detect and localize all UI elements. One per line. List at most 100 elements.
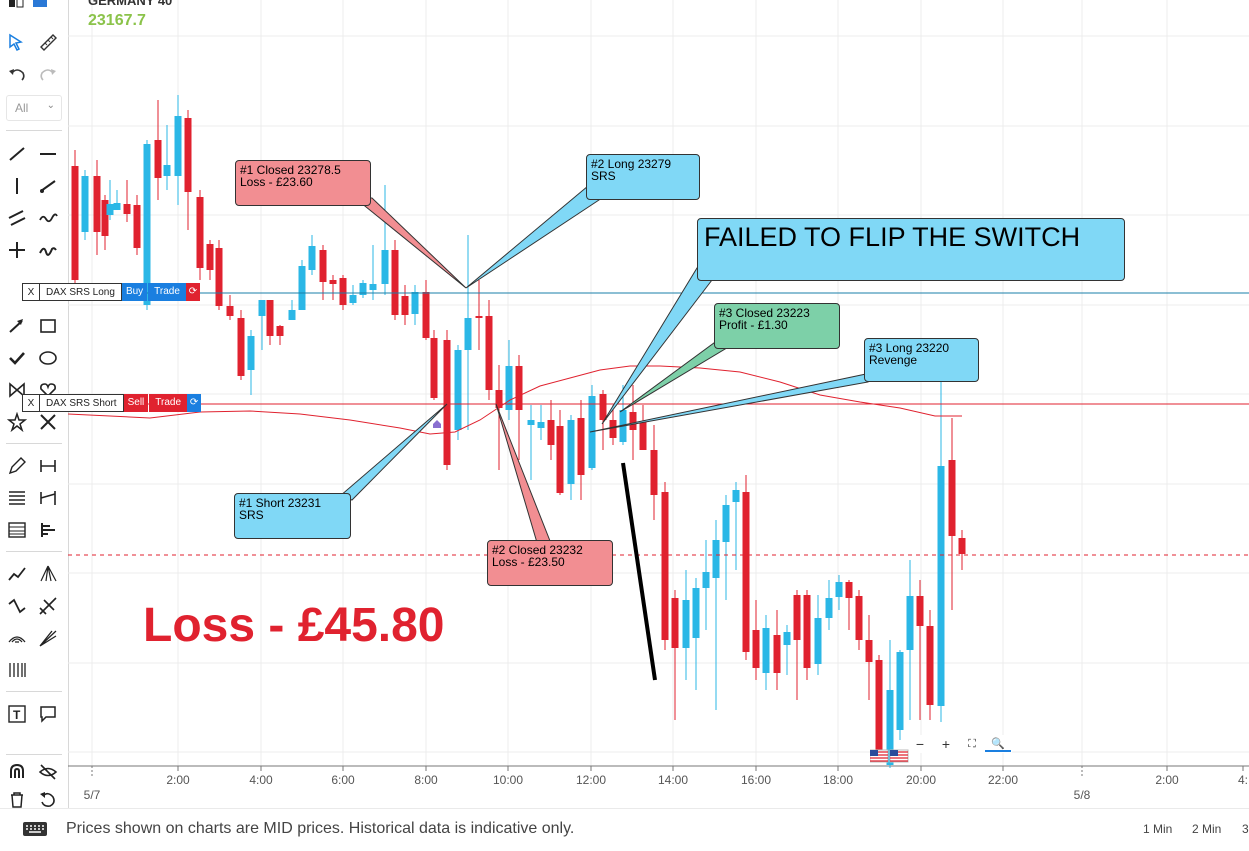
- trade-button[interactable]: Trade: [149, 394, 188, 412]
- align-icon[interactable]: [36, 519, 60, 541]
- candle-body: [237, 318, 245, 376]
- heart-icon[interactable]: [36, 379, 60, 401]
- line-tool-icon[interactable]: [5, 143, 29, 165]
- star-icon[interactable]: [5, 411, 29, 433]
- candle-body: [661, 492, 669, 640]
- candle-body: [577, 418, 585, 475]
- callout-short-1[interactable]: #1 Short 23231 SRS: [234, 493, 351, 539]
- wave-icon[interactable]: [36, 207, 60, 229]
- candle-body: [247, 336, 255, 370]
- chevron-down-icon: ⌄: [46, 100, 55, 111]
- candle-body: [671, 598, 679, 648]
- callout-long-3[interactable]: #3 Long 23220 Revenge: [864, 338, 979, 382]
- bars-pattern-icon[interactable]: [5, 659, 29, 681]
- trend-lines-icon[interactable]: [5, 563, 29, 585]
- parallel-channel-icon[interactable]: [5, 207, 29, 229]
- refresh-icon[interactable]: ⟳: [185, 283, 200, 301]
- text-tool-icon[interactable]: T: [5, 703, 29, 725]
- bowtie-icon[interactable]: [5, 379, 29, 401]
- zigzag-icon[interactable]: [5, 595, 29, 617]
- ruler-icon[interactable]: [36, 31, 60, 53]
- reset-icon[interactable]: [36, 789, 60, 811]
- callout-pointer: [339, 403, 448, 501]
- date-range-icon[interactable]: [36, 455, 60, 477]
- callout-pointer: [353, 197, 467, 289]
- candle-body: [527, 420, 535, 425]
- ray-icon[interactable]: [36, 175, 60, 197]
- price-chart[interactable]: 2:00 4:00 6:00 8:00 10:00 12:00 14:00 16:00 18:0…: [68, 0, 1249, 808]
- crosshair-icon[interactable]: [5, 239, 29, 261]
- candle-body: [515, 366, 523, 410]
- moving-average-line: [68, 365, 962, 435]
- undo-icon[interactable]: [5, 64, 29, 86]
- refresh-icon[interactable]: ⟳: [187, 394, 202, 412]
- pitchfork-icon[interactable]: [36, 595, 60, 617]
- redo-icon[interactable]: [36, 64, 60, 86]
- zoom-out-icon[interactable]: −: [915, 736, 925, 752]
- candle-body: [381, 250, 389, 284]
- ellipse-icon[interactable]: [36, 347, 60, 369]
- trash-icon[interactable]: [5, 789, 29, 811]
- arrow-tool-icon[interactable]: [5, 315, 29, 337]
- close-order-button[interactable]: X: [22, 283, 40, 301]
- trade-button[interactable]: Trade: [148, 283, 186, 301]
- callout-failed-flip[interactable]: FAILED TO FLIP THE SWITCH: [697, 218, 1125, 281]
- divider: [6, 443, 62, 444]
- buy-button[interactable]: Buy: [121, 283, 148, 301]
- price-range-icon[interactable]: [36, 487, 60, 509]
- zoom-in-icon[interactable]: +: [941, 736, 951, 752]
- candle-body: [485, 316, 493, 390]
- timeframe-2min[interactable]: 2 Min: [1192, 822, 1222, 836]
- date-label: 5/7: [84, 788, 101, 802]
- fullscreen-icon[interactable]: ⛶: [968, 737, 976, 750]
- x-tick-label: 2:00: [166, 773, 190, 787]
- timeframe-3min[interactable]: 3: [1242, 822, 1249, 836]
- candle-body: [567, 420, 575, 484]
- candle-body: [537, 422, 545, 428]
- speed-fan-icon[interactable]: [5, 627, 29, 649]
- callout-closed-1[interactable]: #1 Closed 23278.5 Loss - £23.60: [235, 160, 371, 206]
- candle-body: [845, 582, 853, 598]
- window-icon[interactable]: [28, 0, 52, 12]
- zoom-search-icon[interactable]: 🔍: [985, 737, 1011, 752]
- comment-icon[interactable]: [36, 703, 60, 725]
- candle-body: [505, 366, 513, 410]
- layout-icon[interactable]: [4, 0, 28, 12]
- zoom-controls: − + ⛶ 🔍: [907, 735, 1012, 753]
- candle-body: [547, 420, 555, 445]
- check-icon[interactable]: [5, 347, 29, 369]
- table-icon[interactable]: [5, 519, 29, 541]
- sell-button[interactable]: Sell: [123, 394, 149, 412]
- x-tick-label: 22:00: [988, 773, 1018, 787]
- drawing-filter-select[interactable]: All ⌄: [6, 95, 62, 121]
- candle-body: [906, 596, 914, 650]
- pencil-icon[interactable]: [5, 455, 29, 477]
- magnet-icon[interactable]: [5, 761, 29, 783]
- close-order-button[interactable]: X: [22, 394, 40, 412]
- candle-body: [948, 460, 956, 536]
- candle-body: [814, 618, 822, 664]
- cross-icon[interactable]: [36, 411, 60, 433]
- fib-levels-icon[interactable]: [5, 487, 29, 509]
- candle-body: [106, 204, 114, 215]
- candle-body: [443, 340, 451, 465]
- candle-body: [349, 295, 357, 303]
- fan-icon[interactable]: [36, 563, 60, 585]
- horizontal-line-icon[interactable]: [36, 143, 60, 165]
- cursor-select-icon[interactable]: [5, 31, 29, 53]
- angle-fan-icon[interactable]: [36, 627, 60, 649]
- callout-long-2[interactable]: #2 Long 23279 SRS: [586, 154, 700, 200]
- vertical-line-icon[interactable]: [5, 175, 29, 197]
- eye-hide-icon[interactable]: [36, 761, 60, 783]
- rectangle-icon[interactable]: [36, 315, 60, 337]
- candle-body: [319, 250, 327, 282]
- timeframe-1min[interactable]: 1 Min: [1143, 822, 1173, 836]
- keyboard-icon[interactable]: [22, 821, 48, 837]
- candle-body: [329, 280, 337, 284]
- candle-body: [958, 538, 966, 554]
- candle-body: [401, 296, 409, 315]
- brush-icon[interactable]: [36, 239, 60, 261]
- callout-closed-2[interactable]: #2 Closed 23232 Loss - £23.50: [487, 540, 613, 586]
- candle-body: [773, 635, 781, 673]
- callout-closed-3[interactable]: #3 Closed 23223 Profit - £1.30: [714, 303, 840, 349]
